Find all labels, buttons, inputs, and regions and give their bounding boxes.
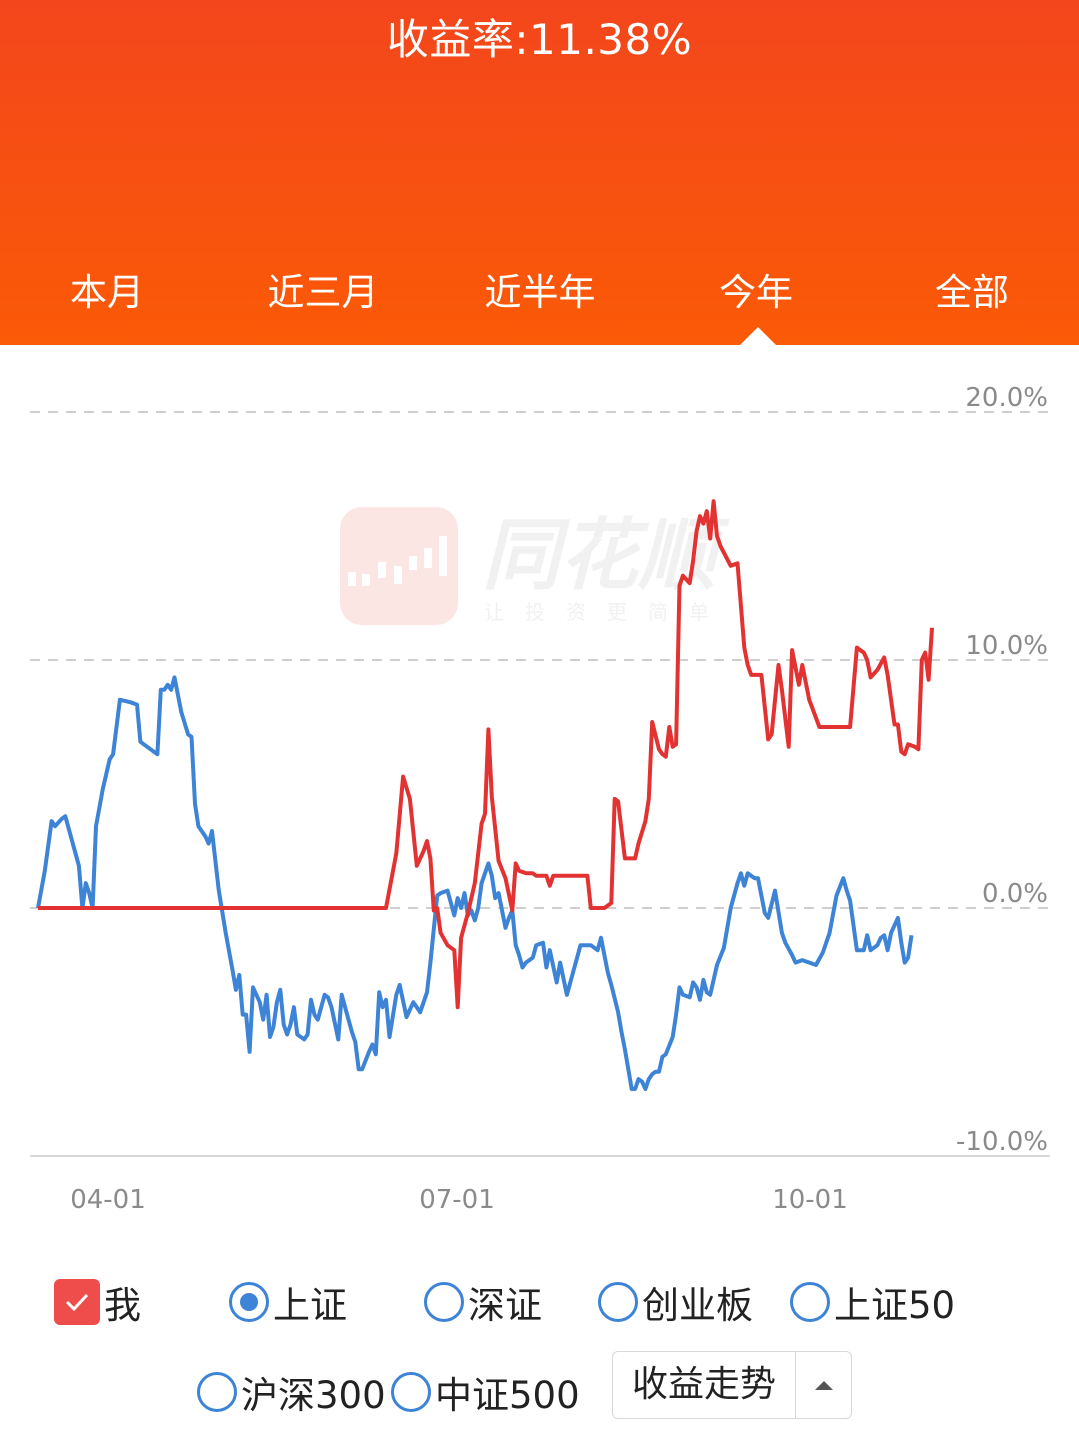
y-tick-label: 20.0% [965, 383, 1048, 413]
y-tick-label: 10.0% [965, 631, 1048, 661]
y-tick-label: -10.0% [956, 1127, 1048, 1157]
legend-shanghai[interactable]: 上证 [229, 1275, 347, 1329]
grid-lines [30, 411, 1050, 909]
radio-icon [790, 1282, 830, 1322]
radio-icon [424, 1282, 464, 1322]
legend-shenzhen[interactable]: 深证 [424, 1275, 542, 1329]
yield-chart: 同花顺 让投资更简单 20.0% 10.0% 0.0% -10.0% 04-01 07-… [30, 383, 1050, 1215]
legend-label-chinext: 创业板 [642, 1284, 753, 1327]
watermark: 同花顺 让投资更简单 [340, 507, 730, 625]
legend-csi500[interactable]: 中证500 [391, 1365, 580, 1419]
series-lines [36, 499, 934, 1091]
legend-label-shenzhen: 深证 [468, 1284, 542, 1327]
legend-label-sse50: 上证50 [834, 1284, 956, 1327]
legend-label-shanghai: 上证 [273, 1284, 347, 1327]
watermark-logo [340, 507, 458, 625]
x-tick-label: 07-01 [419, 1185, 495, 1215]
tab-half-year[interactable]: 近半年 [484, 271, 596, 314]
x-tick-label: 04-01 [70, 1185, 146, 1215]
tab-this-month[interactable]: 本月 [70, 271, 144, 314]
radio-selected-icon [229, 1282, 269, 1322]
legend-me[interactable]: 我 [54, 1275, 141, 1329]
selected-tab-indicator [740, 327, 776, 345]
yield-title: 收益率:11.38% [386, 15, 693, 64]
legend-chinext[interactable]: 创业板 [598, 1275, 753, 1329]
tab-all[interactable]: 全部 [935, 271, 1009, 314]
series-line-shanghai [36, 675, 914, 1091]
watermark-slogan: 让投资更简单 [484, 600, 730, 624]
legend-sse50[interactable]: 上证50 [790, 1275, 955, 1329]
x-axis-labels: 04-01 07-01 10-01 [70, 1185, 848, 1215]
check-icon [54, 1279, 100, 1325]
tab-this-year[interactable]: 今年 [719, 271, 793, 314]
watermark-brand: 同花顺 [482, 511, 730, 601]
legend-label-csi300: 沪深300 [241, 1374, 386, 1417]
tab-three-months[interactable]: 近三月 [267, 271, 379, 314]
legend-label-me: 我 [104, 1284, 141, 1327]
radio-icon [197, 1372, 237, 1412]
header: 收益率:11.38% 本月 近三月 近半年 今年 全部 [0, 0, 1079, 345]
x-tick-label: 10-01 [772, 1185, 848, 1215]
radio-icon [598, 1282, 638, 1322]
legend-csi300[interactable]: 沪深300 [197, 1365, 386, 1419]
series-line-me [38, 499, 934, 1010]
y-tick-label: 0.0% [982, 879, 1048, 909]
chart-type-select[interactable]: 收益走势 [612, 1351, 852, 1419]
legend-label-csi500: 中证500 [435, 1374, 580, 1417]
select-value: 收益走势 [613, 1352, 796, 1418]
radio-icon [391, 1372, 431, 1412]
y-axis-labels: 20.0% 10.0% 0.0% -10.0% [956, 383, 1048, 1157]
triangle-up-icon [796, 1379, 851, 1391]
watermark-candles-icon [348, 536, 447, 586]
